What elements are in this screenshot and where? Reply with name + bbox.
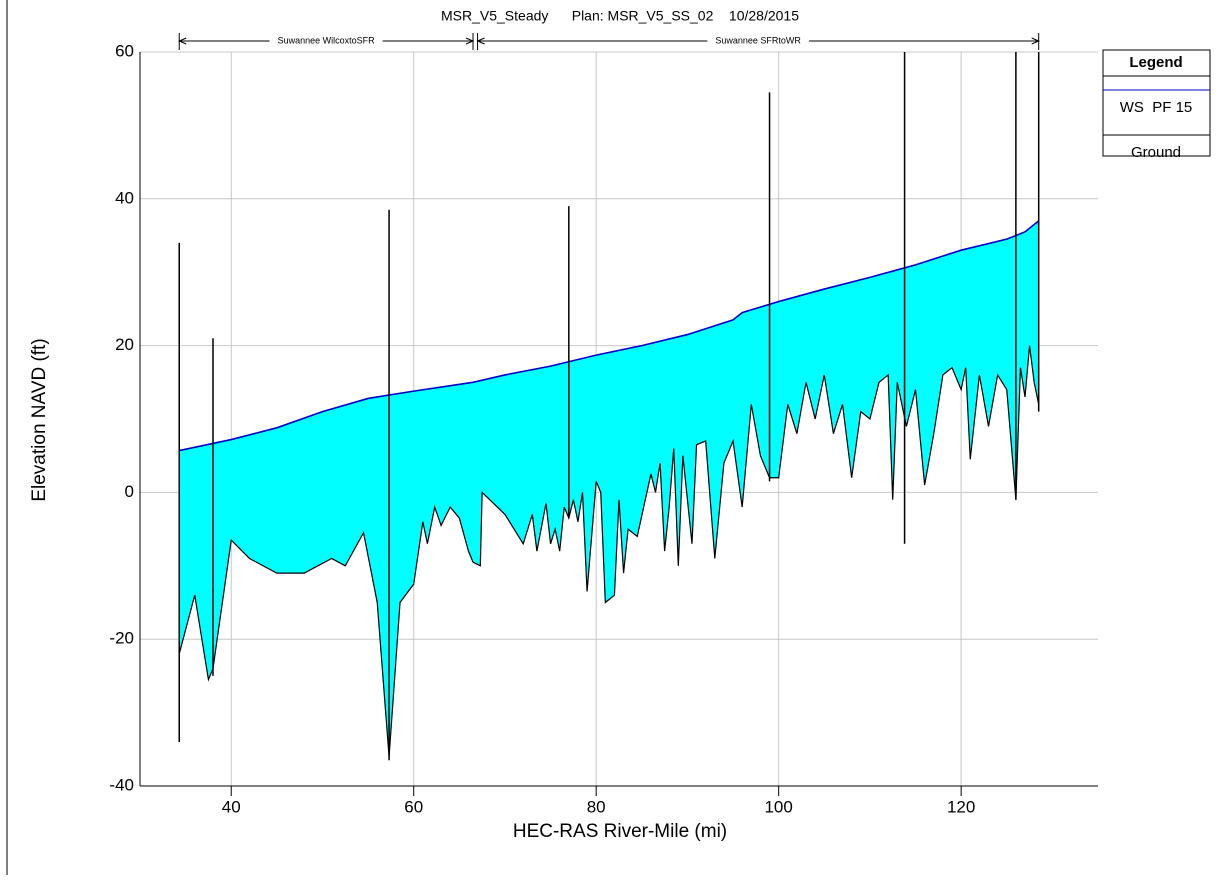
series-line <box>178 345 1040 757</box>
reach-arrow <box>177 37 475 45</box>
y-tick-label: 40 <box>115 188 134 207</box>
y-tick-label: 60 <box>115 41 134 60</box>
reach-label: Suwannee SFRtoWR <box>715 35 801 45</box>
legend-label: Ground <box>1131 144 1181 161</box>
water-fill <box>179 220 1039 757</box>
x-tick-label: 100 <box>764 797 792 816</box>
y-tick-label: 0 <box>125 482 134 501</box>
legend-label: WS PF 15 <box>1120 99 1193 116</box>
x-tick-label: 80 <box>587 797 606 816</box>
chart-title: MSR_V5_Steady Plan: MSR_V5_SS_02 10/28/2… <box>441 8 799 24</box>
legend-title: Legend <box>1129 54 1182 71</box>
series-line <box>179 220 1040 452</box>
reach-arrow <box>476 37 1040 45</box>
reach-label: Suwannee WilcoxtoSFR <box>278 35 376 45</box>
y-tick-label: -40 <box>109 775 134 794</box>
legend-box <box>1102 49 1211 157</box>
y-tick-label: 20 <box>115 335 134 354</box>
y-tick-label: -20 <box>109 629 134 648</box>
x-axis-label: HEC-RAS River-Mile (mi) <box>513 821 727 842</box>
x-tick-label: 60 <box>404 797 423 816</box>
x-tick-label: 40 <box>222 797 241 816</box>
x-tick-label: 120 <box>947 797 975 816</box>
y-axis-label: Elevation NAVD (ft) <box>29 338 50 501</box>
